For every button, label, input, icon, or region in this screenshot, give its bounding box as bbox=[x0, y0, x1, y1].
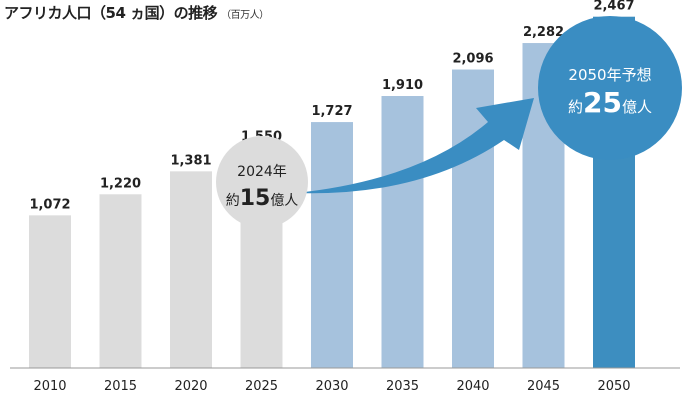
bubble-2024-suffix: 億人 bbox=[270, 193, 298, 209]
chart-unit-label: （百万人） bbox=[221, 10, 269, 21]
bar-2015 bbox=[99, 194, 142, 368]
bubble-2024-prefix: 約 bbox=[226, 193, 240, 209]
value-label-2020: 1,381 bbox=[170, 153, 211, 168]
x-tick-2010: 2010 bbox=[33, 379, 66, 394]
bar-2035 bbox=[381, 96, 424, 369]
x-tick-2030: 2030 bbox=[315, 379, 348, 394]
x-tick-2040: 2040 bbox=[456, 379, 489, 394]
x-tick-2035: 2035 bbox=[386, 379, 419, 394]
bubble-2024-circle bbox=[216, 136, 308, 228]
value-label-2050: 2,467 bbox=[593, 0, 634, 14]
bubble-2024-year: 2024年 bbox=[237, 164, 287, 180]
x-tick-2015: 2015 bbox=[104, 379, 137, 394]
bubble-2024: 2024年 約15億人 bbox=[216, 136, 308, 228]
value-label-2040: 2,096 bbox=[452, 52, 493, 67]
chart-title-text: アフリカ人口（54 ヵ国）の推移 bbox=[4, 4, 218, 22]
bubble-2050-prefix: 約 bbox=[568, 98, 583, 116]
value-label-2045: 2,282 bbox=[523, 25, 564, 40]
bar-2020 bbox=[170, 171, 212, 368]
value-label-2030: 1,727 bbox=[311, 104, 352, 119]
bar-2030 bbox=[311, 122, 353, 369]
x-tick-2020: 2020 bbox=[174, 379, 207, 394]
value-label-2015: 1,220 bbox=[100, 176, 141, 191]
value-label-2010: 1,072 bbox=[29, 197, 70, 212]
x-tick-2025: 2025 bbox=[245, 379, 278, 394]
value-label-2035: 1,910 bbox=[382, 78, 423, 93]
bubble-2050-circle bbox=[538, 16, 682, 160]
bubble-2050-suffix: 億人 bbox=[622, 98, 652, 116]
x-tick-2045: 2045 bbox=[527, 379, 560, 394]
bubble-2050: 2050年予想 約25億人 bbox=[538, 16, 682, 160]
x-tick-labels-group: 2010 2015 2020 2025 2030 2035 2040 2045 2050 bbox=[33, 379, 630, 394]
bubble-2050-number: 25 bbox=[583, 86, 622, 119]
growth-arrow-icon bbox=[296, 98, 534, 194]
chart-title: アフリカ人口（54 ヵ国）の推移 （百万人） bbox=[4, 2, 269, 23]
bar-2010 bbox=[29, 215, 71, 368]
bubble-2050-value: 約25億人 bbox=[568, 86, 652, 119]
value-labels-group: 1,0721,2201,3811,5501,7271,9102,0962,282… bbox=[29, 0, 634, 212]
x-tick-2050: 2050 bbox=[597, 379, 630, 394]
bubble-2024-value: 約15億人 bbox=[226, 186, 299, 211]
bubble-2050-label: 2050年予想 bbox=[568, 66, 651, 84]
bubble-2024-number: 15 bbox=[240, 186, 271, 211]
